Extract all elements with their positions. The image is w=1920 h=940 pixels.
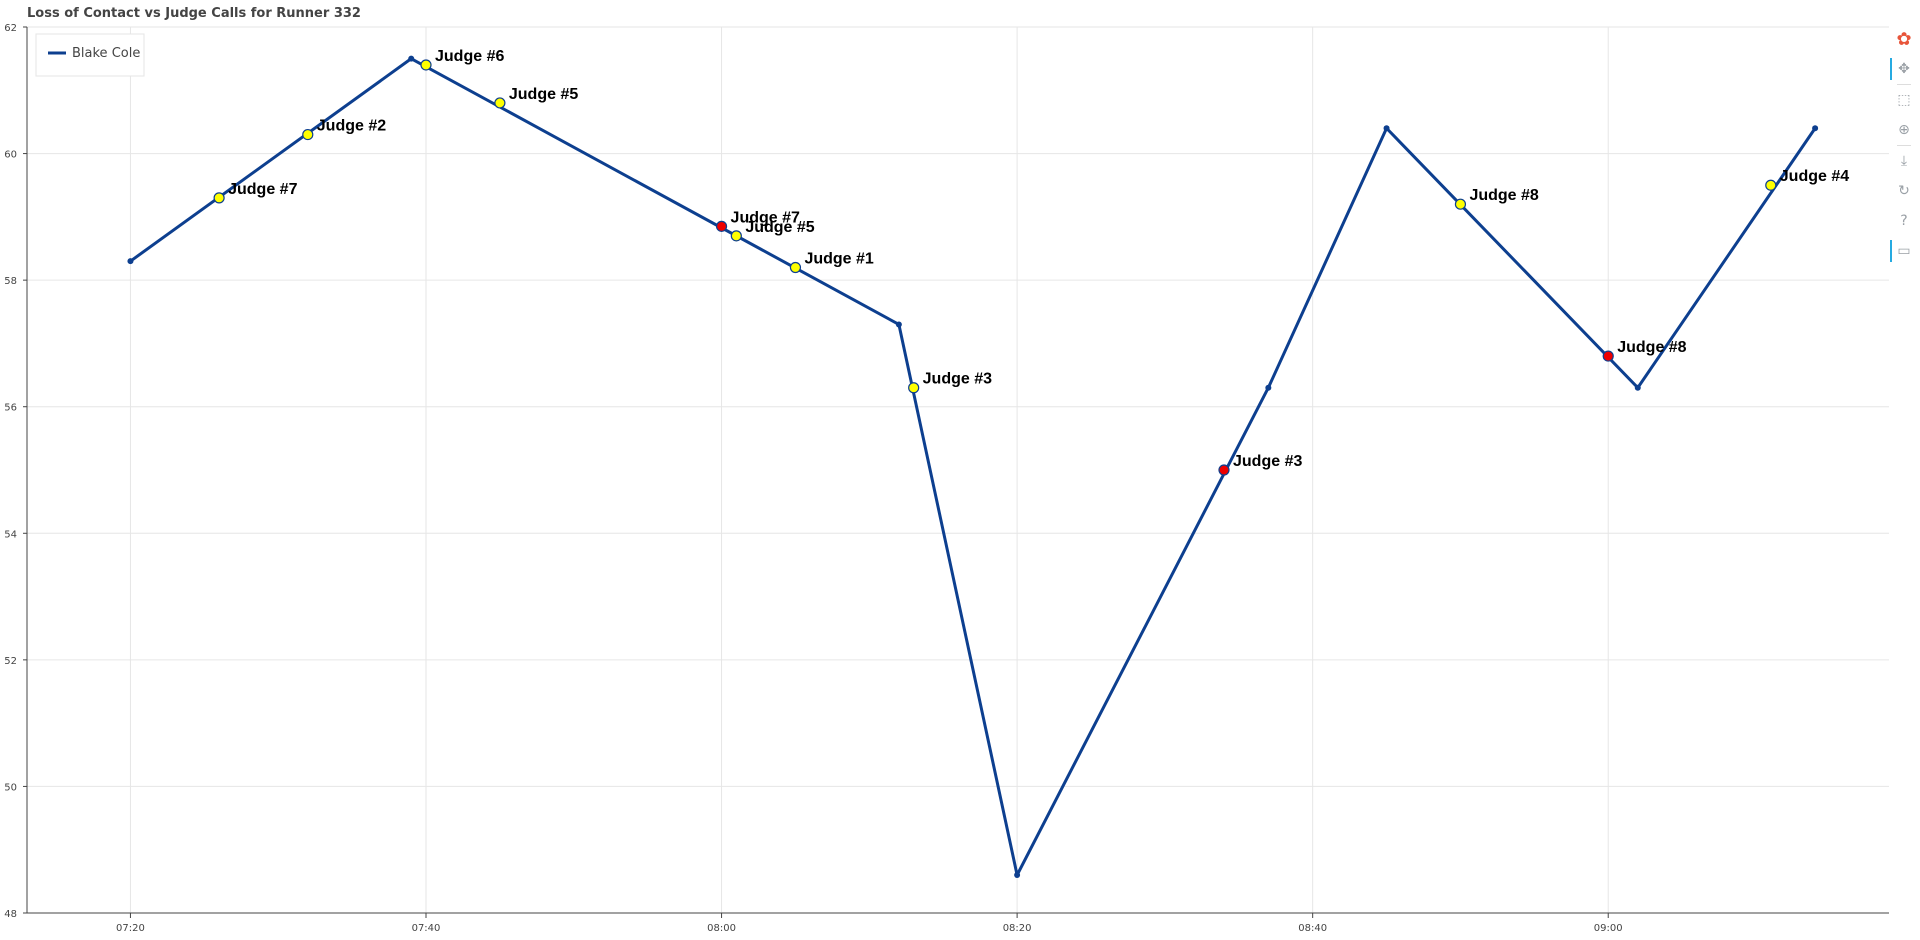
judge-call-marker: [213, 192, 225, 204]
judge-call-label: Judge #5: [745, 219, 814, 236]
y-tick-label: 50: [4, 782, 17, 793]
hover-icon[interactable]: ▭: [1889, 236, 1919, 266]
toolbar: ✿ ✥ ⬚ ⊕ ⤓ ↻? ▭: [1889, 24, 1919, 266]
x-tick-label: 08:00: [707, 923, 736, 934]
help-icon[interactable]: ?: [1900, 213, 1908, 229]
y-tick-label: 62: [4, 23, 17, 34]
judge-call-label: Judge #3: [1233, 453, 1302, 470]
y-tick-label: 60: [4, 150, 17, 161]
judge-call-label: Judge #7: [731, 209, 800, 226]
judge-call-marker: [1218, 464, 1230, 476]
judge-call-marker: [1454, 198, 1467, 210]
judge-call-marker: [730, 230, 742, 242]
axes: 07:20 07:40 08:00 08:20 08:40 09:00 48 50 52 54 56…: [4, 23, 1889, 934]
toolbar-separator: [1897, 145, 1911, 146]
x-tick-label: 07:40: [412, 923, 441, 934]
y-tick-label: 52: [4, 656, 17, 667]
legend-label: Blake Cole: [72, 46, 140, 61]
series-layer: [127, 55, 1819, 879]
judge-call-marker: [1602, 350, 1614, 362]
judge-call-label: Judge #6: [435, 48, 504, 65]
pan-icon[interactable]: ✥: [1889, 54, 1919, 84]
data-point: [895, 321, 902, 328]
x-tick-label: 08:40: [1298, 923, 1327, 934]
y-tick-label: 48: [4, 909, 17, 920]
judge-call-marker: [302, 128, 314, 141]
judge-call-marker: [789, 261, 802, 274]
judge-call-label: Judge #3: [923, 371, 992, 388]
y-tick-label: 54: [4, 529, 17, 540]
legend: Blake Cole: [35, 33, 145, 77]
toolbar-separator: [1897, 84, 1911, 85]
y-tick-label: 58: [4, 276, 17, 287]
data-point: [1265, 384, 1272, 391]
bokeh-logo-icon: ✿: [1896, 28, 1912, 50]
wheel-zoom-icon[interactable]: ⊕: [1898, 122, 1910, 138]
chart-title: Loss of Contact vs Judge Calls for Runne…: [27, 6, 361, 21]
judge-call-label: Judge #4: [1780, 168, 1849, 185]
data-point: [408, 55, 415, 62]
judge-call-label: Judge #2: [317, 118, 386, 135]
judge-call-marker: [420, 59, 432, 71]
judge-call-label: Judge #7: [228, 181, 297, 198]
judge-call-marker: [715, 220, 728, 232]
x-tick-label: 08:20: [1003, 923, 1032, 934]
x-tick-label: 07:20: [116, 923, 145, 934]
y-tick-label: 56: [4, 403, 17, 414]
save-icon[interactable]: ⤓: [1900, 153, 1908, 169]
data-point: [1634, 384, 1641, 391]
judge-call-marker: [494, 97, 506, 109]
judge-call-label: Judge #8: [1617, 339, 1686, 356]
judge-call-label: Judge #5: [509, 86, 578, 103]
judge-call-marker: [1765, 179, 1777, 191]
box-zoom-icon[interactable]: ⬚: [1897, 92, 1911, 108]
series-line: [129, 57, 1817, 877]
data-point: [127, 258, 134, 265]
data-point: [1812, 125, 1819, 132]
x-tick-label: 09:00: [1594, 923, 1623, 934]
legend-box: [35, 33, 145, 77]
judge-call-label: Judge #1: [804, 250, 873, 267]
judge-call-label: Judge #8: [1469, 187, 1538, 204]
grid: [27, 26, 1889, 914]
reset-icon[interactable]: ↻: [1898, 183, 1910, 199]
data-point: [1383, 125, 1390, 132]
data-point: [1014, 872, 1021, 879]
judge-call-marker: [908, 382, 920, 394]
